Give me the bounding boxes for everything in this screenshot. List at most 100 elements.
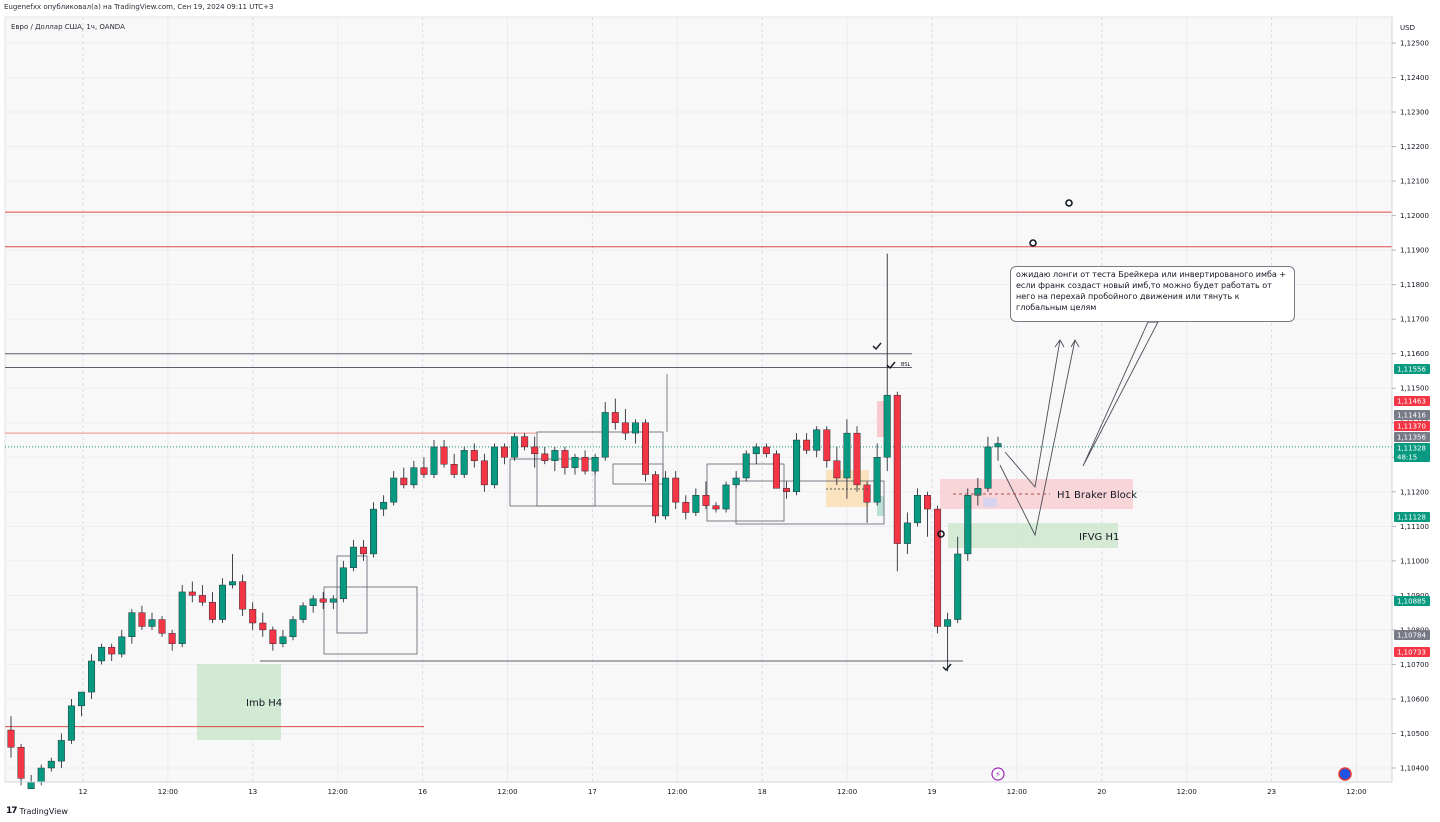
- bear-candle[interactable]: [470, 450, 478, 461]
- bear-candle[interactable]: [652, 474, 660, 517]
- bear-candle[interactable]: [440, 446, 448, 465]
- bull-candle[interactable]: [299, 605, 307, 620]
- candles[interactable]: [7, 253, 1002, 789]
- bull-candle[interactable]: [349, 546, 357, 568]
- bear-candle[interactable]: [269, 629, 277, 644]
- bear-candle[interactable]: [501, 446, 508, 458]
- bear-candle[interactable]: [934, 508, 942, 627]
- bull-candle[interactable]: [732, 477, 740, 486]
- bull-candle[interactable]: [873, 457, 881, 503]
- bull-candle[interactable]: [511, 436, 519, 458]
- bear-candle[interactable]: [712, 505, 720, 510]
- bull-candle[interactable]: [813, 429, 821, 451]
- bear-candle[interactable]: [924, 495, 931, 510]
- bull-candle[interactable]: [742, 453, 750, 479]
- bull-candle[interactable]: [339, 567, 347, 600]
- note-callout[interactable]: ожидаю лонги от теста Брейкера или инвер…: [1010, 266, 1295, 322]
- bull-candle[interactable]: [27, 781, 35, 789]
- bear-candle[interactable]: [581, 457, 589, 472]
- bear-candle[interactable]: [541, 453, 549, 461]
- bear-candle[interactable]: [682, 501, 690, 513]
- bull-candle[interactable]: [883, 394, 891, 458]
- bear-candle[interactable]: [450, 463, 458, 475]
- bear-candle[interactable]: [7, 729, 15, 748]
- bear-candle[interactable]: [319, 598, 327, 603]
- bull-candle[interactable]: [490, 446, 498, 486]
- bear-candle[interactable]: [400, 477, 408, 486]
- bear-candle[interactable]: [108, 646, 116, 655]
- bear-candle[interactable]: [621, 422, 629, 434]
- bear-candle[interactable]: [158, 619, 166, 634]
- bear-candle[interactable]: [863, 484, 871, 503]
- bull-candle[interactable]: [178, 591, 186, 644]
- bear-candle[interactable]: [803, 439, 811, 451]
- bear-candle[interactable]: [480, 460, 488, 486]
- bull-candle[interactable]: [430, 446, 438, 475]
- bull-candle[interactable]: [591, 457, 599, 472]
- bull-candle[interactable]: [752, 446, 760, 455]
- bear-candle[interactable]: [138, 612, 146, 627]
- bull-candle[interactable]: [390, 477, 398, 503]
- bull-candle[interactable]: [329, 598, 337, 603]
- bear-candle[interactable]: [823, 429, 831, 461]
- bull-candle[interactable]: [118, 636, 126, 655]
- chart-pane[interactable]: [4, 16, 1393, 783]
- bull-candle[interactable]: [370, 508, 378, 555]
- bear-candle[interactable]: [783, 488, 790, 493]
- bear-candle[interactable]: [521, 436, 529, 448]
- bear-candle[interactable]: [702, 495, 710, 506]
- flag-event-icon[interactable]: [1338, 767, 1352, 781]
- bull-candle[interactable]: [994, 443, 1002, 448]
- bull-candle[interactable]: [662, 477, 670, 517]
- bull-candle[interactable]: [631, 422, 639, 434]
- bear-candle[interactable]: [833, 460, 841, 479]
- tradingview-logo[interactable]: 17 TradingView: [6, 806, 68, 816]
- bear-candle[interactable]: [208, 602, 216, 620]
- bear-candle[interactable]: [249, 608, 257, 624]
- bull-candle[interactable]: [954, 553, 962, 620]
- bull-candle[interactable]: [289, 619, 297, 638]
- bear-candle[interactable]: [17, 747, 25, 779]
- bear-candle[interactable]: [198, 595, 206, 603]
- bull-candle[interactable]: [57, 740, 65, 762]
- bull-candle[interactable]: [984, 446, 992, 489]
- bear-candle[interactable]: [531, 446, 539, 455]
- bear-candle[interactable]: [561, 450, 569, 468]
- bull-candle[interactable]: [843, 432, 851, 479]
- bear-candle[interactable]: [259, 622, 267, 631]
- bull-candle[interactable]: [148, 619, 156, 627]
- bull-candle[interactable]: [974, 488, 982, 496]
- bull-candle[interactable]: [571, 457, 579, 468]
- bull-candle[interactable]: [78, 691, 85, 707]
- bear-candle[interactable]: [762, 446, 770, 455]
- bear-candle[interactable]: [420, 467, 428, 475]
- bull-candle[interactable]: [913, 495, 921, 524]
- bull-candle[interactable]: [903, 522, 911, 544]
- bear-candle[interactable]: [642, 422, 649, 475]
- bull-candle[interactable]: [37, 767, 45, 783]
- bear-candle[interactable]: [611, 412, 619, 423]
- bull-candle[interactable]: [380, 501, 388, 510]
- bull-candle[interactable]: [219, 584, 226, 620]
- bull-candle[interactable]: [229, 581, 237, 586]
- bull-candle[interactable]: [793, 439, 801, 493]
- bear-candle[interactable]: [772, 453, 780, 489]
- bear-candle[interactable]: [168, 633, 176, 644]
- bull-candle[interactable]: [964, 495, 972, 555]
- bull-candle[interactable]: [279, 636, 287, 644]
- bear-candle[interactable]: [360, 546, 367, 555]
- bear-candle[interactable]: [188, 591, 196, 596]
- bull-candle[interactable]: [692, 495, 700, 513]
- bull-candle[interactable]: [551, 450, 559, 461]
- bull-candle[interactable]: [88, 660, 96, 693]
- lightning-event-icon[interactable]: [991, 767, 1005, 781]
- bull-candle[interactable]: [410, 467, 418, 486]
- bear-candle[interactable]: [239, 581, 247, 610]
- bull-candle[interactable]: [944, 619, 952, 627]
- bull-candle[interactable]: [47, 760, 55, 769]
- bear-candle[interactable]: [672, 477, 680, 503]
- bull-candle[interactable]: [128, 612, 136, 638]
- bull-candle[interactable]: [98, 646, 106, 662]
- bull-candle[interactable]: [67, 705, 75, 741]
